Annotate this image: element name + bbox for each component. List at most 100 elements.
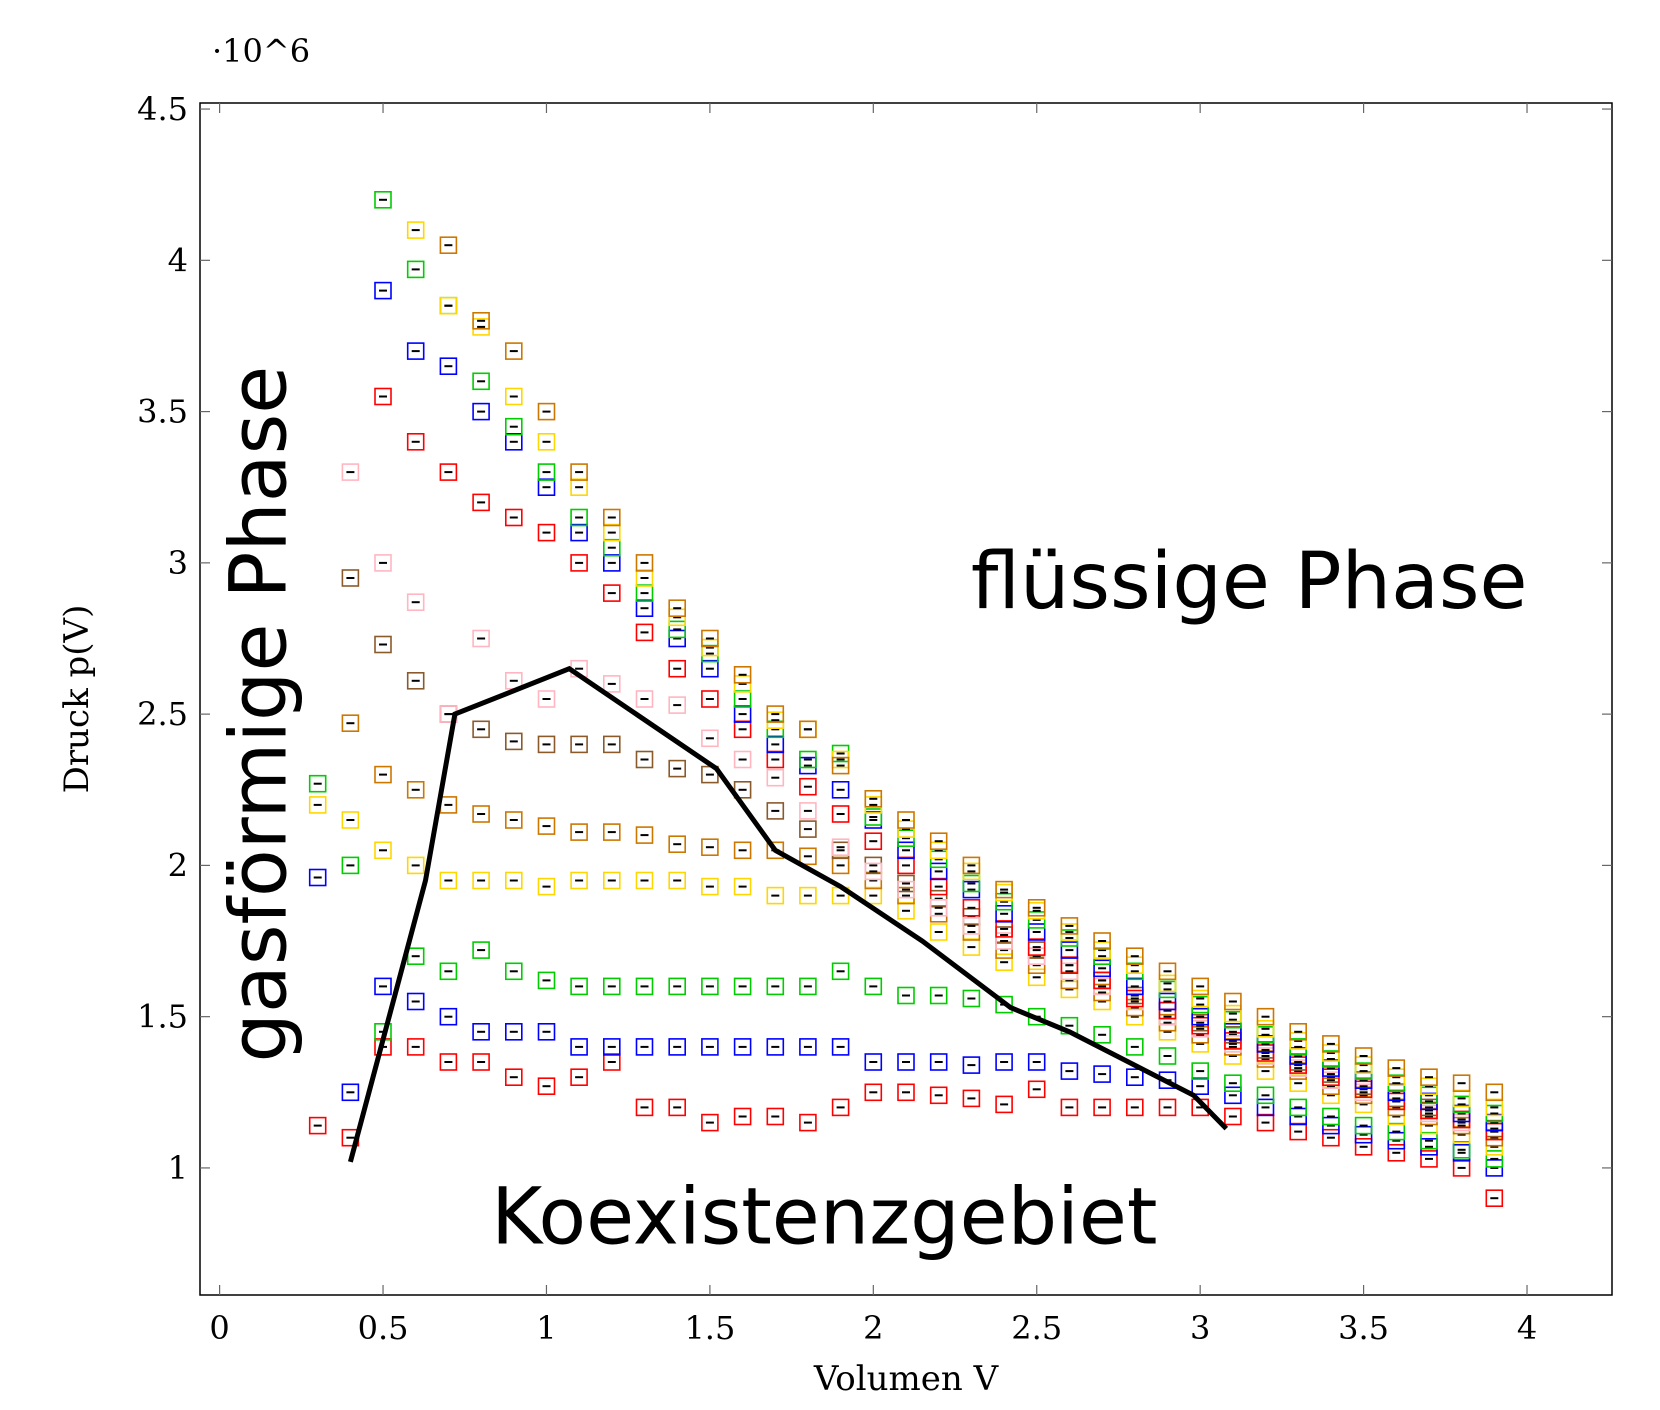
data-point bbox=[1387, 1144, 1406, 1162]
data-point bbox=[1289, 1056, 1307, 1074]
data-point bbox=[799, 886, 817, 905]
data-point bbox=[570, 1068, 588, 1086]
data-point bbox=[1224, 1107, 1242, 1126]
data-point bbox=[635, 871, 654, 890]
data-point bbox=[602, 584, 621, 602]
data-point bbox=[570, 523, 588, 542]
data-point bbox=[799, 777, 817, 796]
series-7 bbox=[374, 387, 1504, 1141]
data-point bbox=[537, 690, 556, 708]
data-point bbox=[1093, 932, 1111, 950]
data-point bbox=[1322, 1044, 1340, 1062]
data-point bbox=[439, 962, 458, 981]
x-tick-label: 1 bbox=[536, 1309, 556, 1347]
data-point bbox=[472, 311, 490, 330]
data-point bbox=[1027, 1053, 1046, 1071]
data-point bbox=[635, 599, 654, 618]
data-point bbox=[406, 780, 425, 799]
axis-label-layer: Volumen V Druck p(V) ·10^6 bbox=[57, 32, 1000, 1399]
data-point bbox=[308, 796, 327, 814]
data-point bbox=[1256, 1086, 1275, 1105]
data-point bbox=[766, 768, 785, 787]
data-point bbox=[1224, 1086, 1242, 1105]
data-point bbox=[1093, 1065, 1111, 1083]
x-tick-label: 3 bbox=[1190, 1309, 1210, 1347]
data-point bbox=[831, 962, 850, 981]
data-point bbox=[864, 832, 883, 851]
data-point bbox=[602, 538, 621, 557]
data-point bbox=[1158, 1098, 1177, 1117]
data-point bbox=[1224, 1074, 1242, 1092]
data-point bbox=[1256, 1007, 1275, 1026]
data-point bbox=[733, 675, 752, 693]
data-point bbox=[962, 938, 981, 956]
data-point bbox=[831, 756, 850, 775]
data-point bbox=[1420, 1116, 1438, 1135]
data-point bbox=[1093, 971, 1111, 990]
data-point bbox=[537, 1077, 556, 1095]
data-point bbox=[1387, 1122, 1406, 1141]
data-point bbox=[472, 493, 490, 512]
data-point bbox=[1126, 989, 1144, 1008]
data-point bbox=[864, 886, 883, 905]
data-point bbox=[1485, 1083, 1504, 1102]
data-point bbox=[1420, 1086, 1438, 1105]
data-point bbox=[1289, 1098, 1307, 1117]
data-point bbox=[406, 432, 425, 451]
data-point bbox=[864, 977, 883, 996]
data-point bbox=[1387, 1059, 1406, 1077]
data-point bbox=[537, 971, 556, 990]
data-point bbox=[537, 432, 556, 451]
data-point bbox=[1452, 1125, 1471, 1144]
data-point bbox=[1158, 1047, 1177, 1065]
data-point bbox=[995, 904, 1013, 923]
data-point bbox=[1420, 1101, 1438, 1120]
data-point bbox=[766, 977, 785, 996]
data-point bbox=[897, 841, 915, 860]
data-point bbox=[504, 1022, 523, 1041]
data-point bbox=[504, 508, 523, 527]
data-point bbox=[1420, 1068, 1438, 1086]
data-point bbox=[995, 1053, 1013, 1071]
x-tick-label: 4 bbox=[1517, 1309, 1537, 1347]
annotation-layer: flüssige Phase gasförmige Phase Koexistenz… bbox=[214, 366, 1527, 1263]
data-point bbox=[1027, 923, 1046, 941]
data-point bbox=[341, 856, 360, 875]
data-point bbox=[406, 992, 425, 1011]
data-point bbox=[831, 1098, 850, 1117]
data-point bbox=[504, 871, 523, 890]
data-point bbox=[1158, 1022, 1177, 1041]
annotation-0: flüssige Phase bbox=[971, 537, 1528, 627]
data-point bbox=[962, 898, 981, 917]
data-point bbox=[537, 735, 556, 754]
data-point bbox=[439, 1007, 458, 1026]
data-point bbox=[668, 835, 687, 854]
data-point bbox=[537, 817, 556, 835]
data-point bbox=[701, 1038, 719, 1056]
data-point bbox=[308, 774, 327, 793]
data-point bbox=[733, 1107, 752, 1126]
data-point bbox=[472, 720, 490, 739]
data-point bbox=[1191, 1007, 1209, 1026]
data-point bbox=[570, 735, 588, 754]
data-point bbox=[504, 387, 523, 406]
data-point bbox=[799, 1038, 817, 1056]
data-point bbox=[733, 705, 752, 723]
data-point bbox=[733, 690, 752, 708]
data-point bbox=[701, 690, 719, 708]
data-point bbox=[668, 1098, 687, 1117]
data-point bbox=[439, 1053, 458, 1071]
data-point bbox=[602, 977, 621, 996]
data-point bbox=[1256, 1113, 1275, 1132]
data-point bbox=[1354, 1047, 1373, 1065]
data-point bbox=[1354, 1080, 1373, 1099]
data-point bbox=[1354, 1138, 1373, 1156]
data-point bbox=[570, 823, 588, 841]
data-point bbox=[1387, 1068, 1406, 1086]
data-point bbox=[1322, 1116, 1340, 1135]
data-point bbox=[341, 714, 360, 733]
data-point bbox=[1485, 1098, 1504, 1117]
data-point bbox=[635, 1038, 654, 1056]
data-point bbox=[799, 820, 817, 838]
